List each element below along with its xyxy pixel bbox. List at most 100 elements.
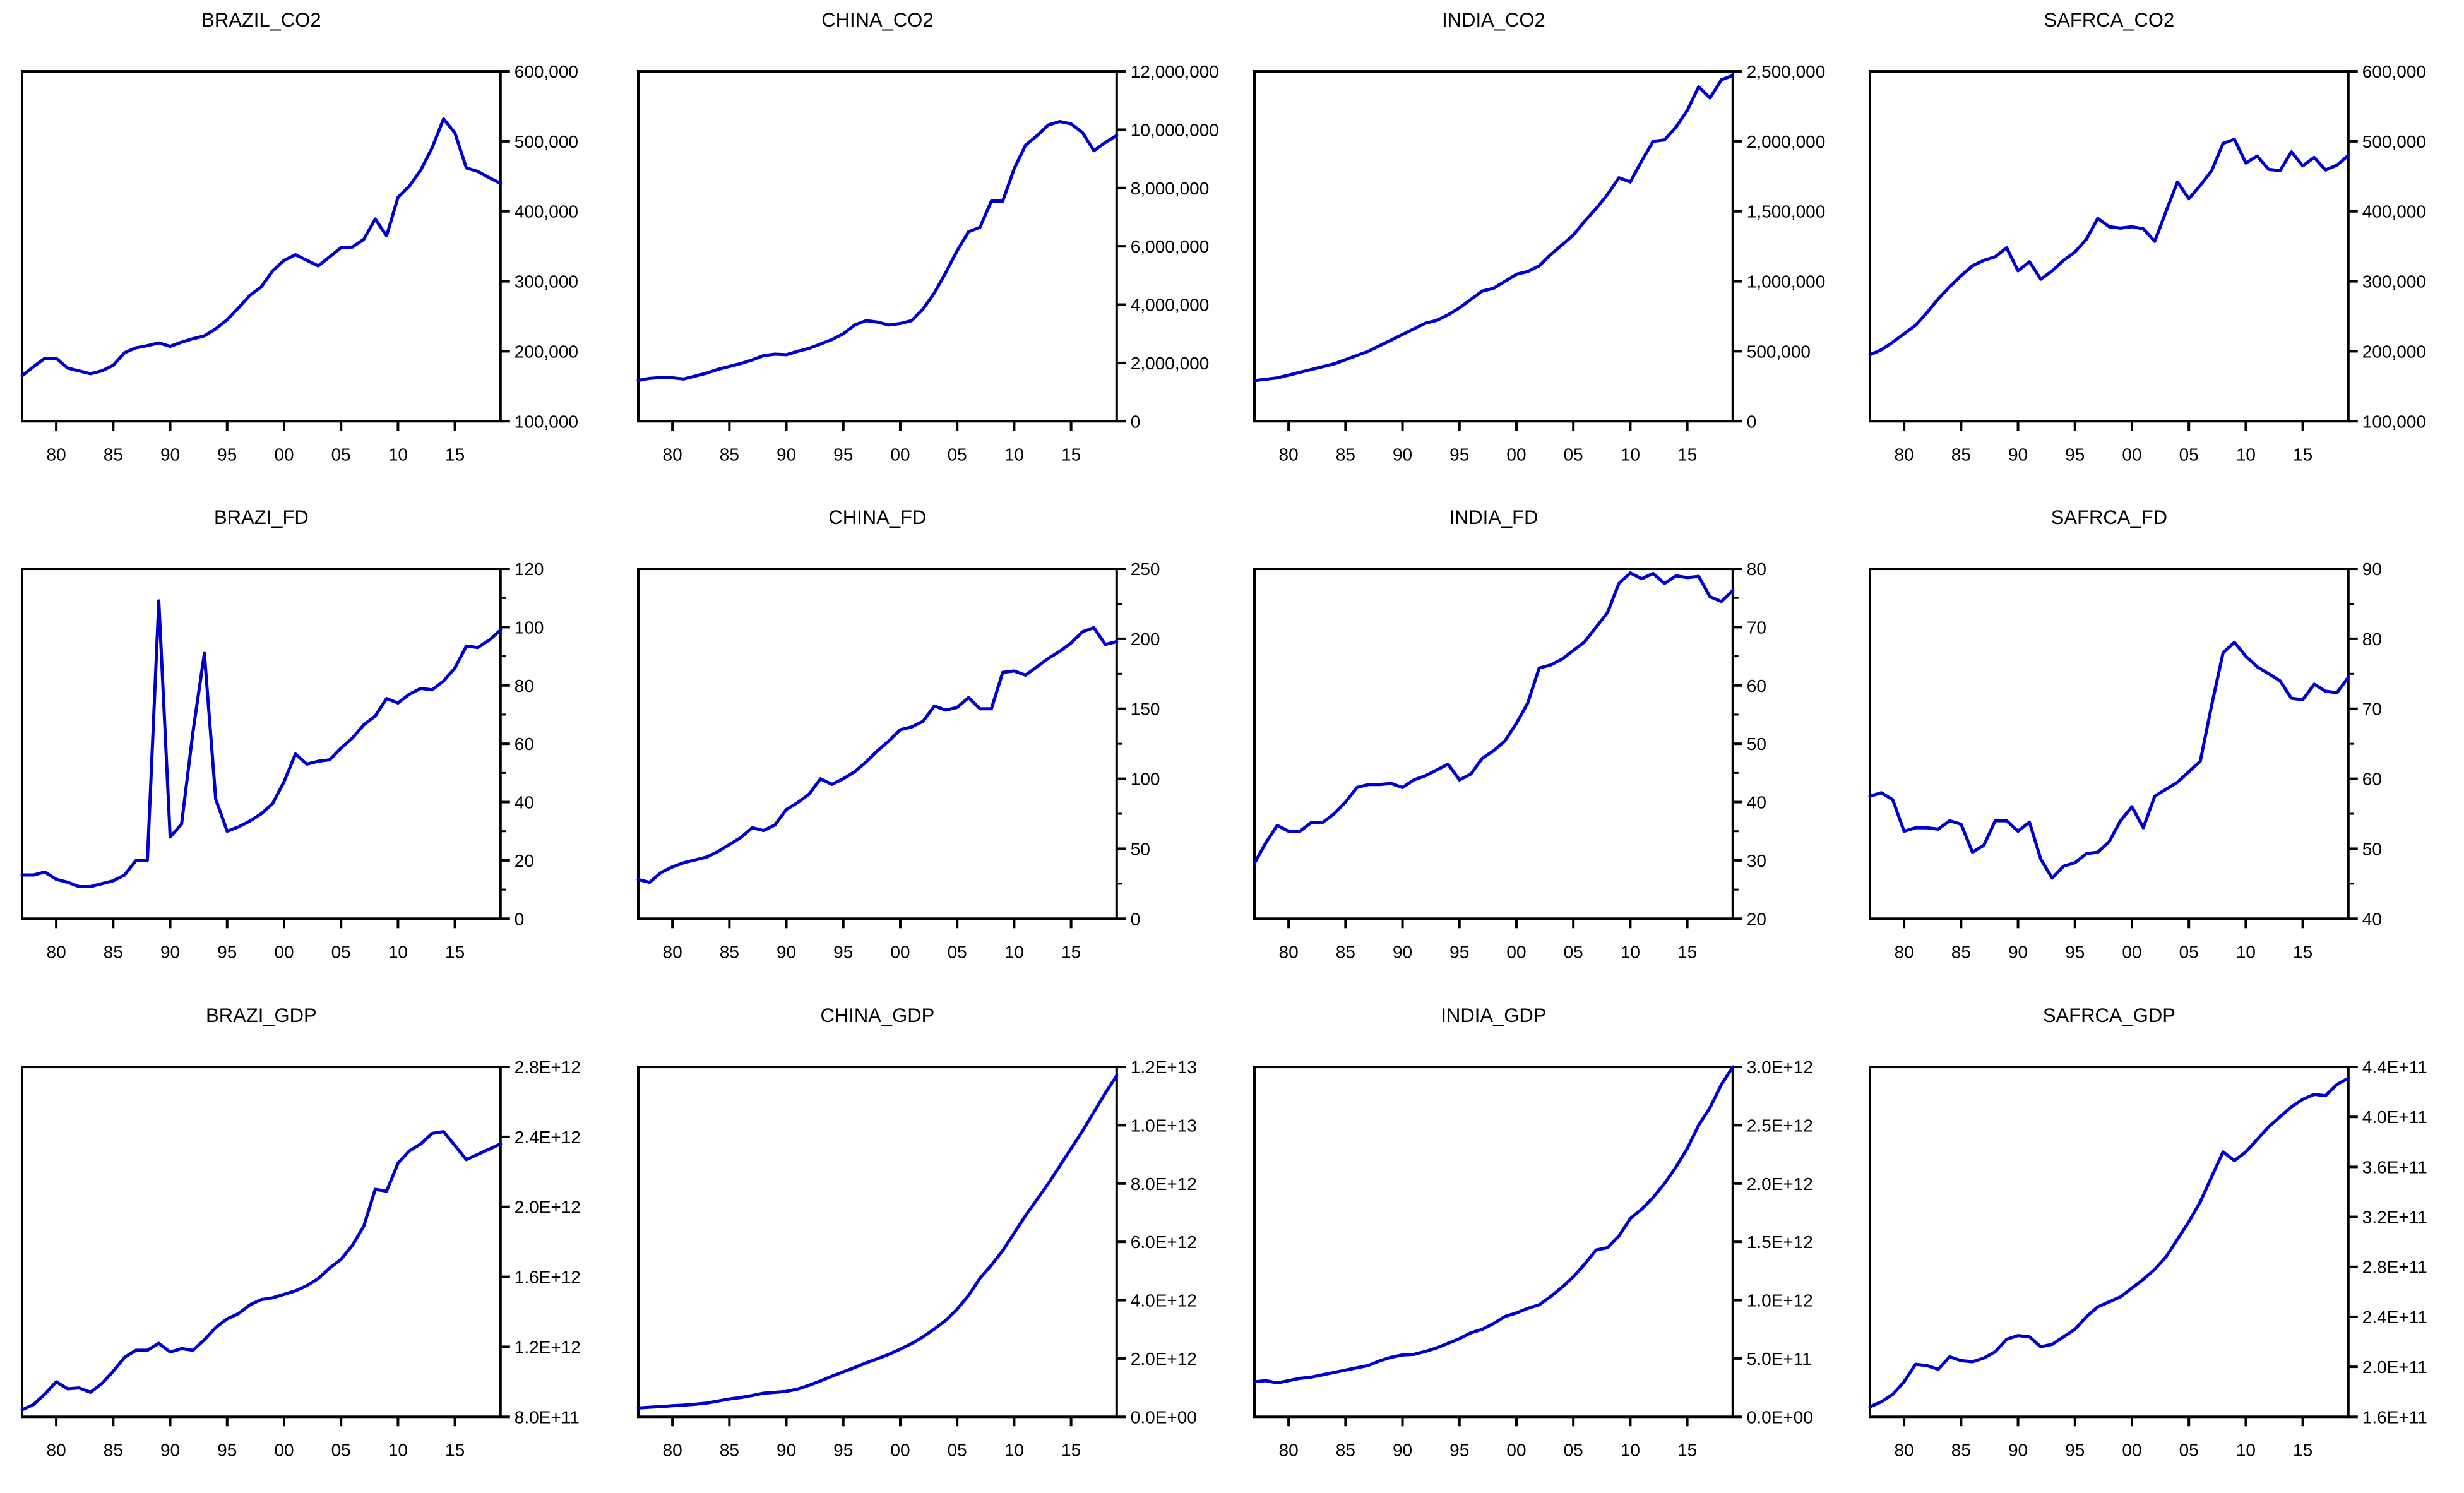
y-axis-tick-label: 2.0E+11 (2362, 1357, 2427, 1377)
x-axis-tick-label: 15 (1677, 1440, 1697, 1460)
x-axis-tick-label: 85 (720, 943, 739, 962)
x-axis-tick-label: 90 (160, 1440, 180, 1460)
x-axis-tick-label: 00 (2122, 1440, 2142, 1460)
y-axis-tick-label: 60 (2362, 770, 2382, 789)
chart-canvas: INDIA_FD 20 30 40 50 60 70 80 80 85 90 95 00 05 10 15 (1252, 506, 1766, 962)
y-axis-tick-label: 12,000,000 (1131, 62, 1219, 81)
y-axis-tick-label: 1.2E+13 (1131, 1057, 1197, 1077)
y-axis-tick-label: 30 (1746, 851, 1766, 871)
y-axis-tick-label: 2.0E+12 (515, 1197, 581, 1216)
y-axis-tick-label: 90 (2362, 559, 2382, 579)
y-axis-tick-label: 200 (1131, 629, 1160, 649)
x-axis-tick-label: 90 (1392, 444, 1412, 464)
chart-cell-safrca_fd[interactable]: SAFRCA_FD 40 50 60 70 80 90 80 85 90 95 00 05 10 15 (1848, 497, 2464, 996)
data-line-safrca_fd (1868, 641, 2350, 880)
x-axis-tick-label: 15 (1677, 444, 1697, 464)
x-axis-tick-label: 85 (104, 1440, 123, 1460)
x-axis-tick-label: 80 (662, 1440, 682, 1460)
x-axis-tick-label: 85 (1951, 1440, 1971, 1460)
chart-canvas: INDIA_CO2 0 500,000 1,000,000 1,500,000 2,000… (1252, 9, 1825, 464)
data-line-india_co2 (1252, 74, 1734, 383)
plot-frame (20, 1065, 502, 1418)
data-line-brazil_co2 (20, 117, 503, 378)
plot-frame (1253, 70, 1734, 423)
y-axis-tick-label: 40 (1746, 793, 1766, 812)
y-axis-tick-label: 400,000 (2362, 202, 2426, 222)
data-line-china_gdp (636, 1074, 1119, 1410)
y-axis-tick-label: 250 (1131, 559, 1160, 579)
x-axis-tick-label: 05 (947, 444, 967, 464)
plot-frame (636, 1065, 1118, 1418)
data-line-safrca_gdp (1868, 1076, 2350, 1408)
x-axis-tick-label: 05 (1563, 943, 1583, 962)
y-axis-tick-label: 80 (2362, 629, 2382, 649)
y-axis-tick-label: 0 (515, 910, 525, 929)
plot-frame (20, 70, 502, 423)
x-axis-tick-label: 80 (1895, 444, 1914, 464)
x-axis-tick-label: 80 (662, 943, 682, 962)
x-axis-tick-label: 05 (331, 444, 351, 464)
y-axis-tick-label: 70 (2362, 699, 2382, 719)
plot-frame (636, 568, 1118, 920)
y-axis-tick-label: 100,000 (515, 412, 578, 431)
x-axis-tick-label: 15 (445, 444, 465, 464)
x-axis-tick-label: 95 (2065, 943, 2085, 962)
x-axis-tick-label: 00 (890, 444, 910, 464)
x-axis-tick-label: 05 (947, 943, 967, 962)
chart-cell-safrca_gdp[interactable]: SAFRCA_GDP 1.6E+11 2.0E+11 2.4E+11 2.8E+11 3.… (1848, 995, 2464, 1493)
y-axis-tick-label: 8.0E+11 (515, 1407, 580, 1427)
y-axis-tick-label: 150 (1131, 699, 1160, 719)
x-axis-tick-label: 95 (833, 444, 853, 464)
y-axis-tick-label: 500,000 (1746, 342, 1810, 361)
x-axis-tick-label: 05 (2179, 1440, 2199, 1460)
y-axis-tick-label: 100,000 (2362, 412, 2426, 431)
y-axis-tick-label: 4.0E+12 (1131, 1290, 1197, 1310)
chart-cell-india_gdp[interactable]: INDIA_GDP 0.0E+00 5.0E+11 1.0E+12 1.5E+12 2.0… (1232, 995, 1848, 1493)
chart-cell-india_fd[interactable]: INDIA_FD 20 30 40 50 60 70 80 80 85 90 95 00 05 10 15 (1232, 497, 1848, 996)
y-axis-tick-label: 100 (1131, 770, 1160, 789)
y-axis-tick-label: 50 (2362, 840, 2382, 859)
chart-cell-china_co2[interactable]: CHINA_CO2 0 2,000,000 4,000,000 6,000,000 8,0… (616, 0, 1232, 498)
x-axis-tick-label: 10 (2236, 444, 2256, 464)
y-axis-tick-label: 3.2E+11 (2362, 1207, 2427, 1227)
x-axis-tick-label: 80 (47, 444, 66, 464)
data-line-china_fd (636, 626, 1119, 884)
data-line-brazi_gdp (20, 1129, 503, 1412)
y-axis-tick-label: 200,000 (2362, 342, 2426, 361)
y-axis-tick-label: 6,000,000 (1131, 237, 1210, 256)
y-axis-tick-label: 100 (515, 618, 544, 638)
y-axis-tick-label: 0 (1746, 412, 1756, 431)
x-axis-tick-label: 05 (2179, 444, 2199, 464)
chart-cell-brazi_fd[interactable]: BRAZI_FD 0 20 40 60 80 100 120 80 85 90 95 00 05 10 15 (0, 497, 616, 996)
y-axis-tick-label: 4.0E+11 (2362, 1107, 2427, 1127)
x-axis-tick-label: 80 (47, 1440, 66, 1460)
data-line-brazi_fd (20, 599, 503, 889)
chart-cell-brazi_gdp[interactable]: BRAZI_GDP 8.0E+11 1.2E+12 1.6E+12 2.0E+12 2.4… (0, 995, 616, 1493)
x-axis-tick-label: 05 (331, 943, 351, 962)
plot-frame (1869, 70, 2350, 423)
chart-title: BRAZI_FD (214, 506, 309, 528)
y-axis-tick-label: 50 (1131, 840, 1150, 859)
x-axis-tick-label: 80 (1278, 943, 1298, 962)
y-axis-tick-label: 8,000,000 (1131, 179, 1210, 198)
plot-frame (1869, 568, 2350, 920)
chart-cell-brazil_co2[interactable]: BRAZIL_CO2 100,000 200,000 300,000 400,000 50… (0, 0, 616, 498)
x-axis-tick-label: 00 (2122, 943, 2142, 962)
chart-title: BRAZIL_CO2 (201, 9, 321, 31)
x-axis-tick-label: 15 (445, 943, 465, 962)
x-axis-tick-label: 85 (1335, 444, 1355, 464)
y-axis-tick-label: 2.5E+12 (1746, 1115, 1812, 1135)
x-axis-tick-label: 90 (160, 943, 180, 962)
data-line-india_fd (1252, 571, 1734, 865)
chart-cell-china_fd[interactable]: CHINA_FD 0 50 100 150 200 250 80 85 90 95 00 05 10 15 (616, 497, 1232, 996)
x-axis-tick-label: 10 (1004, 943, 1024, 962)
x-axis-tick-label: 95 (217, 943, 237, 962)
x-axis-tick-label: 00 (1506, 1440, 1526, 1460)
chart-cell-india_co2[interactable]: INDIA_CO2 0 500,000 1,000,000 1,500,000 2,000… (1232, 0, 1848, 498)
chart-cell-china_gdp[interactable]: CHINA_GDP 0.0E+00 2.0E+12 4.0E+12 6.0E+12 8.0… (616, 995, 1232, 1493)
chart-cell-safrca_co2[interactable]: SAFRCA_CO2 100,000 200,000 300,000 400,000 50… (1848, 0, 2464, 498)
y-axis-tick-label: 20 (515, 851, 534, 871)
x-axis-tick-label: 90 (160, 444, 180, 464)
x-axis-tick-label: 10 (1620, 444, 1640, 464)
